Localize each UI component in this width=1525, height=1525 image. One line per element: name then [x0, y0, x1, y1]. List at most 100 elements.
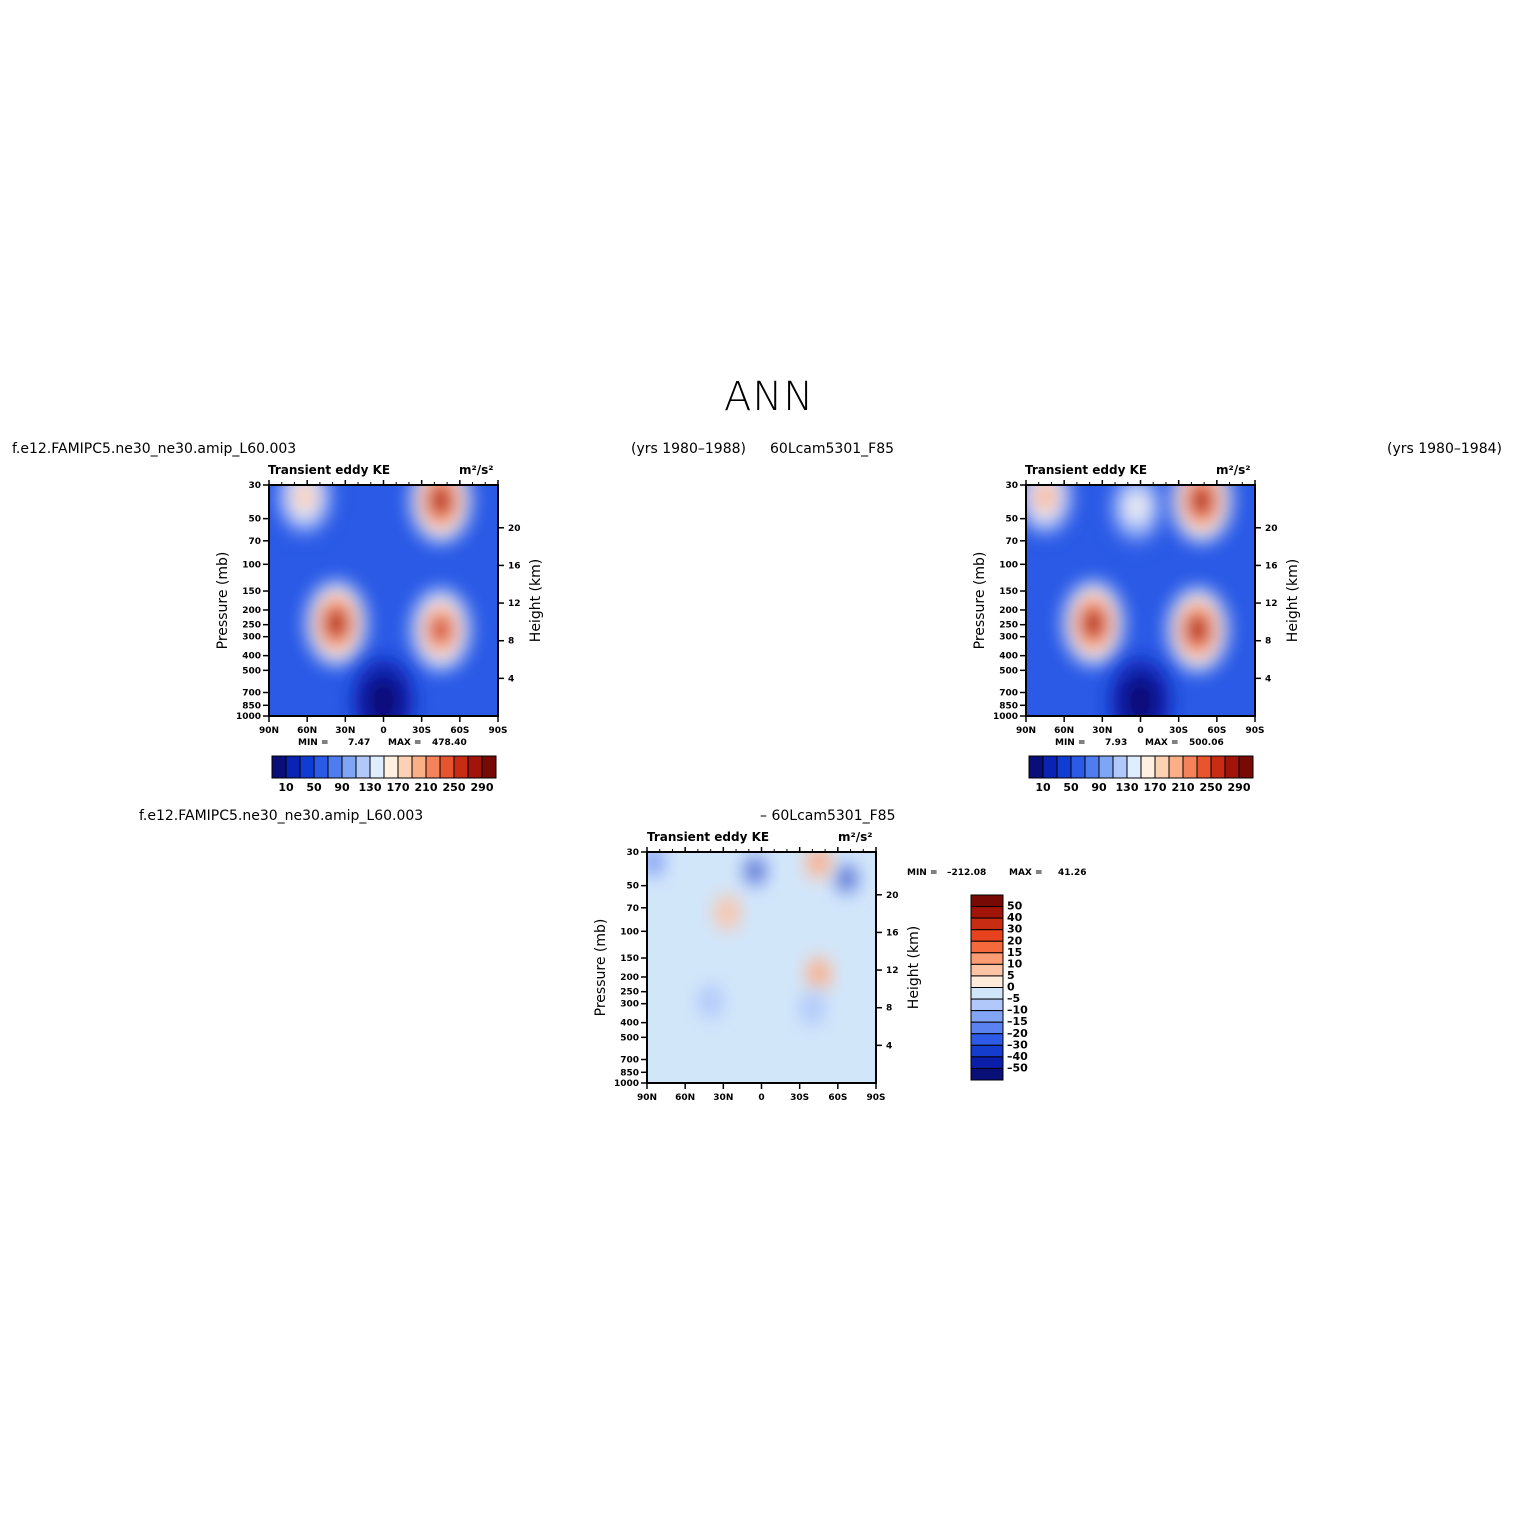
y-axis-label: Pressure (mb): [593, 919, 609, 1017]
colorbar-label: 15: [1007, 946, 1022, 959]
pressure-tick-label: 200: [242, 606, 261, 616]
field-feature: [410, 587, 472, 673]
pressure-tick-label: 150: [242, 587, 261, 597]
colorbar-label: 130: [1116, 781, 1139, 794]
pressure-tick-label: 850: [620, 1068, 639, 1078]
max-label: MAX =: [388, 738, 422, 748]
pressure-tick-label: 1000: [614, 1079, 639, 1089]
field-feature: [714, 894, 740, 930]
pressure-tick-label: 700: [242, 689, 261, 699]
units-label: m²/s²: [1216, 463, 1251, 477]
pressure-tick-label: 30: [626, 848, 639, 858]
height-tick-label: 8: [1265, 637, 1271, 647]
field-layer: [1026, 485, 1255, 716]
min-label: MIN =: [907, 868, 938, 878]
latitude-tick-label: 30S: [1169, 726, 1188, 736]
field-feature: [274, 485, 336, 540]
diff-case-a-label: f.e12.FAMIPC5.ne30_ne30.amip_L60.003: [139, 808, 424, 824]
latitude-tick-label: 90N: [637, 1093, 657, 1103]
pressure-tick-label: 400: [242, 652, 261, 662]
latitude-tick-label: 30N: [335, 726, 355, 736]
colorbar-label: 210: [415, 781, 438, 794]
latitude-tick-label: 90N: [259, 726, 279, 736]
min-value: 7.93: [1105, 738, 1128, 748]
min-label: MIN =: [1055, 738, 1086, 748]
case-right-label: 60Lcam5301_F85: [770, 441, 895, 457]
colorbar-label: 90: [1091, 781, 1107, 794]
latitude-tick-label: 90N: [1016, 726, 1036, 736]
colorbar-label: –20: [1007, 1027, 1028, 1040]
colorbar-label: –30: [1007, 1038, 1028, 1051]
colorbar-label: 50: [306, 781, 322, 794]
height-tick-label: 4: [886, 1041, 892, 1051]
colorbar-label: 290: [471, 781, 494, 794]
colorbar-box: [970, 906, 1004, 919]
height-tick-label: 20: [508, 524, 521, 534]
page-title: ANN: [724, 374, 815, 420]
height-tick-label: 4: [1265, 674, 1271, 684]
colorbar-box: [481, 755, 497, 779]
colorbar-box: [1238, 755, 1254, 779]
colorbar-label: 20: [1007, 934, 1023, 947]
y-axis-label: Pressure (mb): [215, 552, 231, 650]
colorbar-box: [970, 1021, 1004, 1035]
colorbar-box: [970, 975, 1004, 988]
max-value: 500.06: [1189, 738, 1224, 748]
max-value: 478.40: [432, 738, 467, 748]
pressure-tick-label: 30: [1005, 481, 1018, 491]
colorbar-box: [970, 1044, 1004, 1058]
colorbar-label: 130: [359, 781, 382, 794]
height-tick-label: 8: [508, 637, 514, 647]
y-axis-right-label: Height (km): [1285, 559, 1301, 642]
colorbar-box: [970, 1056, 1004, 1069]
max-value: 41.26: [1058, 868, 1087, 878]
colorbar-label: 10: [1007, 957, 1023, 970]
height-tick-label: 8: [886, 1004, 892, 1014]
plot-title: Transient eddy KE: [268, 463, 391, 477]
pressure-tick-label: 30: [248, 481, 261, 491]
field-feature: [1026, 485, 1076, 540]
y-axis-label: Pressure (mb): [972, 552, 988, 650]
field-layer: [647, 852, 876, 1083]
latitude-tick-label: 30N: [713, 1093, 733, 1103]
height-tick-label: 4: [508, 674, 514, 684]
colorbar-label: 90: [334, 781, 350, 794]
pressure-tick-label: 70: [1005, 537, 1018, 547]
colorbar-box: [970, 998, 1004, 1012]
colorbar-label: –50: [1007, 1061, 1028, 1074]
min-value: 7.47: [348, 738, 371, 748]
latitude-tick-label: 60S: [450, 726, 469, 736]
latitude-tick-label: 60N: [297, 726, 317, 736]
colorbar-label: 170: [1144, 781, 1167, 794]
colorbar-label: –40: [1007, 1050, 1028, 1063]
field-feature: [799, 990, 825, 1026]
units-label: m²/s²: [459, 463, 494, 477]
pressure-tick-label: 850: [999, 701, 1018, 711]
case-left-label: f.e12.FAMIPC5.ne30_ne30.amip_L60.003: [12, 441, 297, 457]
pressure-tick-label: 200: [620, 973, 639, 983]
field-feature: [1109, 658, 1172, 716]
colorbar-label: 170: [387, 781, 410, 794]
height-tick-label: 20: [886, 891, 899, 901]
pressure-tick-label: 300: [999, 633, 1018, 643]
height-tick-label: 16: [1265, 561, 1278, 571]
latitude-tick-label: 30N: [1092, 726, 1112, 736]
field-feature: [834, 861, 860, 897]
colorbar-label: 210: [1172, 781, 1195, 794]
y-axis-right-label: Height (km): [906, 926, 922, 1009]
latitude-tick-label: 60N: [675, 1093, 695, 1103]
max-label: MAX =: [1009, 868, 1043, 878]
colorbar-box: [970, 894, 1004, 908]
latitude-tick-label: 90S: [866, 1093, 885, 1103]
pressure-tick-label: 500: [620, 1033, 639, 1043]
colorbar-label: 0: [1007, 981, 1015, 994]
plot-title: Transient eddy KE: [647, 830, 770, 844]
field-feature: [1170, 485, 1233, 544]
pressure-tick-label: 70: [248, 537, 261, 547]
colorbar-label: 50: [1063, 781, 1079, 794]
colorbar-label: 10: [1035, 781, 1051, 794]
pressure-tick-label: 700: [620, 1056, 639, 1066]
pressure-tick-label: 250: [242, 621, 261, 631]
latitude-tick-label: 60S: [828, 1093, 847, 1103]
